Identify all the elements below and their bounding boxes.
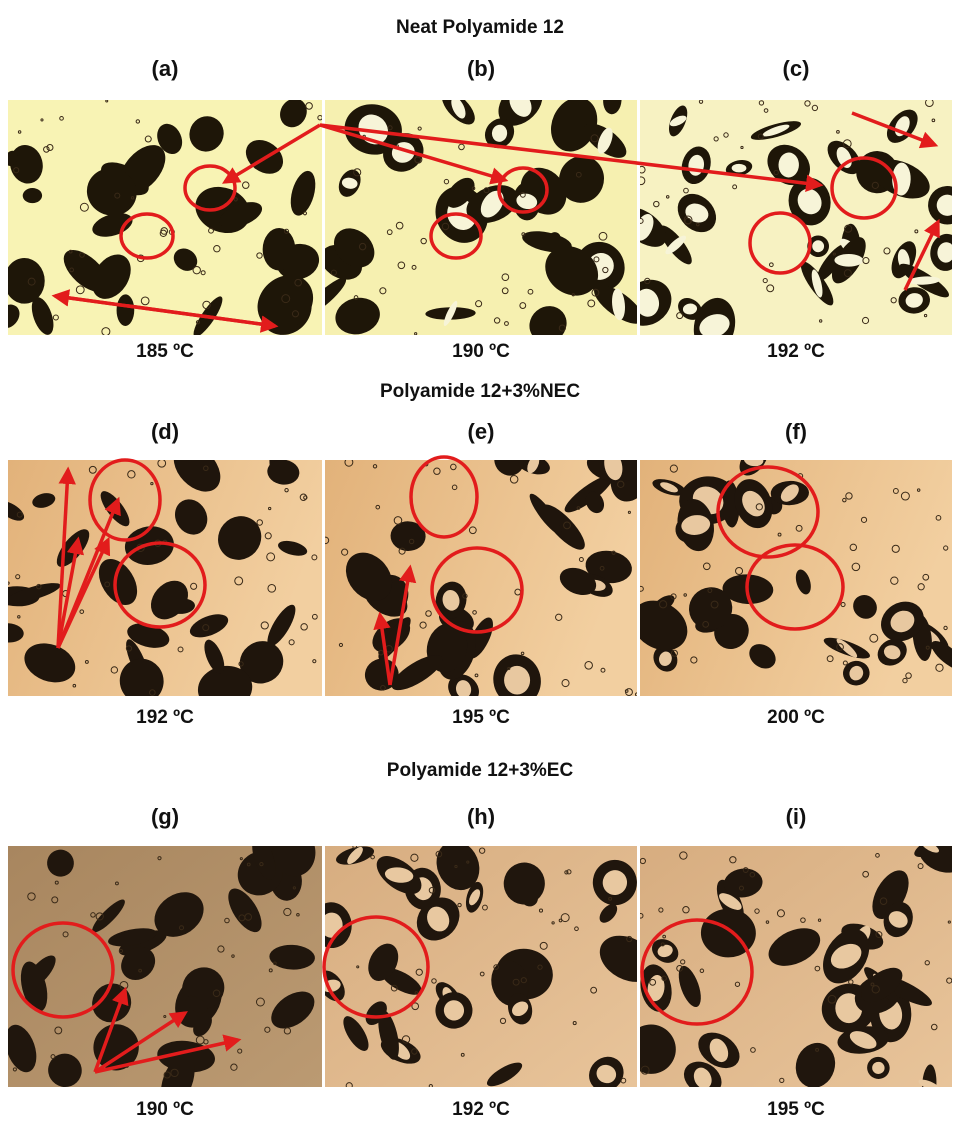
temperature: 200 ºC	[767, 707, 825, 728]
micrograph	[0, 435, 322, 715]
panel-label: (d)	[151, 419, 179, 444]
micrograph	[614, 99, 955, 358]
image-content	[614, 99, 955, 358]
page: Neat Polyamide 12 Polyamide 12+3%NEC Pol…	[0, 0, 955, 1126]
temperature: 185 ºC	[136, 341, 194, 362]
micrograph	[619, 829, 955, 1106]
temperature: 192 ºC	[767, 341, 825, 362]
temperature: 190 ºC	[136, 1099, 194, 1120]
section-title: Polyamide 12+3%EC	[387, 760, 574, 781]
panel-label: (h)	[467, 804, 495, 829]
micrograph	[309, 834, 664, 1098]
panel-label: (i)	[786, 804, 807, 829]
panel-label: (a)	[152, 56, 179, 81]
section-title: Polyamide 12+3%NEC	[380, 381, 580, 402]
micrograph	[622, 439, 955, 696]
image-content	[322, 439, 657, 711]
micrograph	[322, 439, 657, 711]
image-content	[301, 73, 649, 350]
micrograph	[0, 824, 322, 1112]
image-content	[619, 829, 955, 1106]
image-content	[622, 439, 955, 696]
temperature: 192 ºC	[452, 1099, 510, 1120]
particle	[4, 258, 45, 304]
temperature: 195 ºC	[767, 1099, 825, 1120]
section-title: Neat Polyamide 12	[396, 17, 564, 38]
figure: Neat Polyamide 12 Polyamide 12+3%NEC Pol…	[0, 0, 955, 1126]
panel-label: (g)	[151, 804, 179, 829]
temperature: 195 ºC	[452, 707, 510, 728]
micrograph	[301, 73, 649, 350]
image-content	[0, 435, 322, 715]
panel-label: (e)	[468, 419, 495, 444]
melt-core	[834, 254, 863, 267]
temperature: 192 ºC	[136, 707, 194, 728]
panel-label: (f)	[785, 419, 807, 444]
temperature: 190 ºC	[452, 341, 510, 362]
panel-label: (b)	[467, 56, 495, 81]
panel-label: (c)	[783, 56, 810, 81]
image-content	[309, 834, 664, 1098]
image-content	[0, 824, 322, 1112]
